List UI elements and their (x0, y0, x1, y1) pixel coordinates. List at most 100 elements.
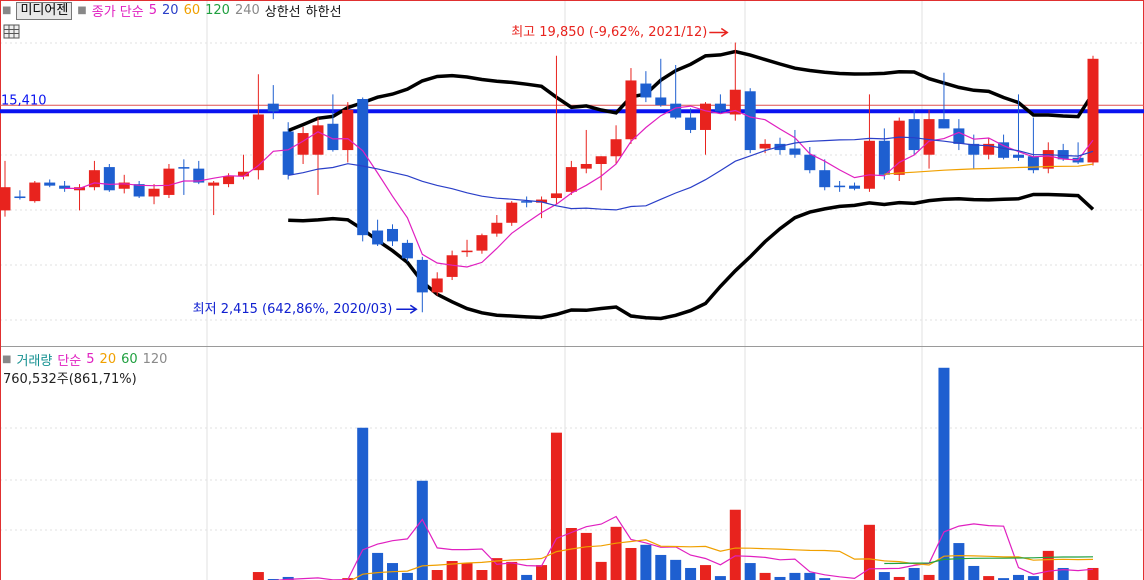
volume-bar (1087, 567, 1099, 580)
volume-bar (595, 561, 607, 580)
candle-body (849, 185, 861, 189)
candle-body (59, 185, 71, 189)
candle-body (670, 103, 682, 118)
candle-body (282, 131, 294, 175)
volume-bar (625, 547, 637, 580)
candle-body (0, 187, 11, 211)
table-icon-lines (4, 25, 19, 38)
candle-body (1012, 154, 1024, 158)
volume-bar (580, 532, 592, 580)
low-arrow (396, 304, 418, 314)
candle-body (938, 119, 950, 129)
price-pane: 15,410 최고 19,850 (-9,62%, 2021/12) 최저 2,41… (0, 25, 1144, 321)
volume-bar (446, 561, 458, 580)
candle-body (223, 176, 235, 185)
legend-ma: 120 (142, 352, 168, 367)
high-arrow (709, 27, 729, 38)
bullet: ■ (2, 5, 12, 16)
candle-body (29, 182, 41, 202)
volume-bar (893, 576, 905, 580)
candle-body (729, 89, 741, 115)
stock-name[interactable]: 미디어젠 (16, 1, 73, 20)
candle-body (655, 97, 667, 106)
volume-bar (461, 563, 473, 580)
legend-ma: 20 (162, 3, 179, 18)
volume-bar (401, 572, 413, 580)
candle-body (133, 184, 145, 197)
low-annotation: 최저 2,415 (642,86%, 2020/03) (193, 302, 393, 317)
candle-body (1057, 150, 1069, 160)
table-icon[interactable] (3, 24, 20, 39)
candle-body (118, 182, 130, 189)
candle-body (685, 117, 697, 130)
candle-body (893, 120, 905, 175)
volume-bar (357, 427, 369, 580)
candle-body (208, 182, 220, 186)
volume-bar (431, 570, 443, 580)
legend-ma: 120 (205, 3, 230, 18)
volume-bar (1042, 550, 1054, 580)
candle-body (625, 80, 637, 140)
candle-body (237, 171, 249, 177)
volume-legend: ■ 거래량 단순 5 20 60 120 (2, 350, 167, 369)
candle-body (372, 230, 384, 245)
legend-ma: 20 (99, 352, 117, 367)
volume-bar (655, 554, 667, 580)
volume-title: 거래량 (16, 354, 53, 369)
candle-body (103, 167, 115, 191)
volume-bar (416, 480, 428, 580)
volume-bar (938, 367, 950, 580)
legend-band: 하한선 (305, 5, 342, 20)
candle-body (536, 199, 548, 203)
bullet: ■ (77, 5, 87, 16)
candle-body (44, 182, 56, 186)
candle-body (565, 167, 577, 192)
candle-body (476, 235, 488, 251)
candle-body (446, 255, 458, 277)
volume-bar (610, 526, 622, 580)
candle-body (610, 139, 622, 157)
volume-bar (282, 576, 294, 580)
volume-bar (878, 572, 890, 580)
volume-bar (476, 570, 488, 580)
volume-pane (252, 367, 1099, 580)
candle-body (163, 168, 175, 195)
candle-body (312, 125, 324, 155)
volume-average (884, 556, 1094, 565)
legend-prefix: 단순 (57, 354, 82, 369)
volume-bar (372, 552, 384, 580)
volume-bar (863, 524, 875, 580)
candle-body (834, 185, 846, 188)
candle-body (714, 103, 726, 112)
legend-ma: 240 (234, 3, 260, 18)
volume-bar (252, 572, 264, 580)
candle-body (580, 163, 592, 169)
volume-bar (550, 432, 562, 580)
moving-average (884, 163, 1094, 175)
upper-band (287, 49, 1095, 133)
volume-bar (968, 565, 980, 580)
candle-body (178, 167, 190, 169)
volume-bar (640, 544, 652, 580)
candle-body (640, 83, 652, 98)
candle-body (923, 119, 935, 155)
candle-body (863, 140, 875, 189)
price-legend: ■ 미디어젠 ■ 종가 단순 5 20 60 120 240 상한선 하한선 (2, 1, 342, 20)
candle-body (699, 103, 711, 130)
candle-body (297, 133, 309, 155)
candle-body (550, 193, 562, 199)
volume-bar (774, 576, 786, 580)
candle-body (998, 142, 1010, 158)
candle-body (1042, 150, 1054, 169)
high-annotation: 최고 19,850 (-9,62%, 2021/12) (511, 25, 707, 40)
candle-body (521, 201, 533, 203)
volume-bar (670, 559, 682, 580)
volume-bar (521, 574, 533, 580)
volume-bar (804, 572, 816, 580)
candle-body (506, 202, 518, 223)
volume-bar (819, 578, 831, 580)
volume-bar (1027, 576, 1039, 580)
